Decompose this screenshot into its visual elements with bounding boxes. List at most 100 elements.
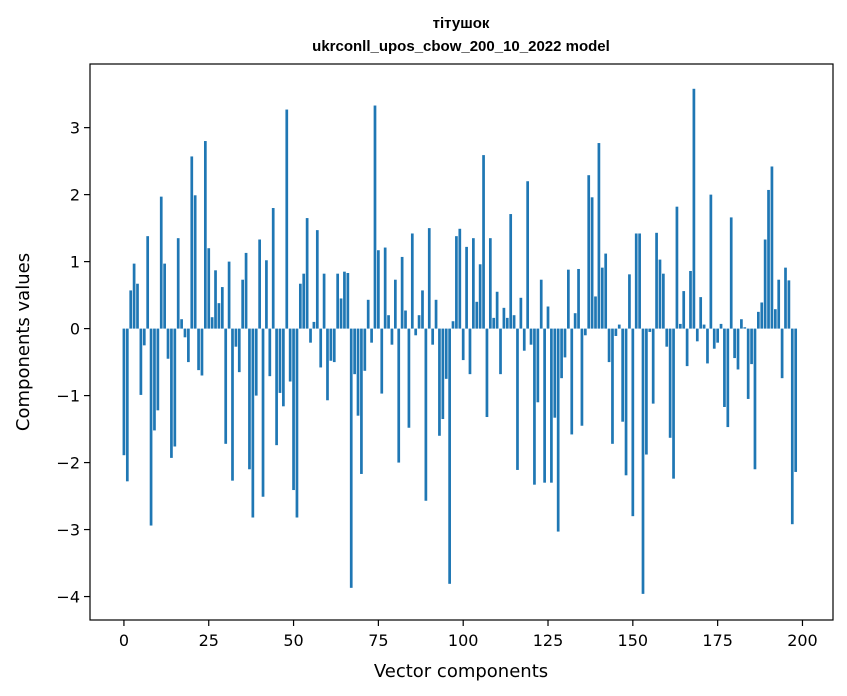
x-tick-label: 150 (618, 631, 649, 650)
bar-177 (723, 328, 726, 407)
bar-106 (482, 155, 485, 329)
bar-48 (285, 109, 289, 329)
bar-109 (492, 317, 496, 329)
bar-22 (197, 328, 200, 371)
bar-167 (689, 270, 692, 329)
bar-10 (156, 328, 160, 411)
y-tick-label: 1 (70, 253, 80, 272)
bar-140 (597, 143, 601, 329)
y-tick-label: −3 (56, 521, 80, 540)
bar-61 (329, 328, 333, 361)
bar-132 (570, 328, 574, 435)
bar-18 (183, 328, 187, 338)
bar-7 (146, 236, 150, 329)
x-tick-label: 25 (199, 631, 219, 650)
bar-165 (682, 291, 686, 329)
bar-95 (444, 328, 448, 379)
bar-70 (360, 328, 363, 474)
bar-97 (451, 321, 455, 329)
bar-190 (767, 189, 770, 329)
bar-6 (142, 328, 146, 346)
bar-135 (580, 328, 584, 426)
bar-79 (390, 328, 394, 345)
x-tick-label: 50 (283, 631, 303, 650)
chart-title-line-2: ukrconll_upos_cbow_200_10_2022 model (312, 38, 610, 55)
bar-46 (278, 328, 282, 393)
bar-39 (254, 328, 258, 396)
bar-192 (773, 309, 777, 329)
bar-34 (237, 328, 241, 373)
bar-66 (346, 273, 350, 329)
x-axis-ticks: 0 25 50 75 100 125 150 175 200 (119, 620, 818, 650)
bar-134 (577, 268, 580, 329)
bar-187 (757, 311, 760, 329)
bar-72 (366, 299, 370, 329)
bar-191 (770, 166, 774, 329)
bar-152 (638, 233, 641, 329)
bar-98 (455, 236, 458, 329)
bar-65 (343, 271, 346, 329)
bar-94 (441, 328, 445, 420)
bar-113 (505, 317, 509, 329)
bar-24 (203, 141, 207, 329)
bar-139 (594, 296, 597, 329)
bar-170 (699, 297, 703, 329)
bar-182 (740, 319, 743, 329)
bar-20 (190, 156, 194, 329)
bar-156 (651, 328, 655, 404)
bar-143 (607, 328, 611, 363)
bar-112 (502, 307, 506, 329)
bar-88 (421, 290, 424, 329)
bar-149 (628, 274, 631, 329)
bar-147 (621, 328, 625, 422)
bar-93 (438, 328, 441, 436)
bar-91 (431, 328, 435, 345)
bar-52 (298, 283, 302, 329)
bar-108 (488, 238, 492, 329)
bar-136 (583, 328, 587, 336)
bar-100 (461, 328, 465, 361)
bar-4 (136, 283, 139, 329)
bar-47 (282, 328, 285, 407)
bar-126 (550, 328, 553, 483)
bar-9 (153, 328, 156, 431)
bar-102 (468, 328, 472, 375)
bar-161 (668, 328, 672, 438)
bar-117 (519, 297, 523, 329)
bar-13 (166, 328, 170, 359)
bar-151 (634, 233, 638, 329)
bar-14 (170, 328, 173, 458)
bars-group (122, 88, 798, 594)
bar-146 (617, 324, 621, 329)
bar-148 (624, 328, 628, 476)
bar-43 (268, 328, 272, 377)
bar-59 (322, 273, 326, 329)
bar-21 (193, 195, 197, 329)
bar-85 (410, 233, 414, 329)
bar-131 (567, 269, 570, 329)
bar-63 (336, 273, 340, 329)
bar-157 (655, 232, 658, 329)
bar-196 (787, 280, 791, 329)
bar-115 (512, 315, 516, 329)
bar-31 (227, 261, 231, 329)
bar-125 (546, 306, 550, 329)
bar-8 (149, 328, 153, 526)
bar-33 (234, 328, 238, 347)
bar-198 (794, 328, 798, 472)
bar-120 (529, 328, 533, 345)
bar-28 (217, 303, 221, 329)
chart-title: тітушок ukrconll_upos_cbow_200_10_2022 m… (312, 15, 610, 55)
bar-32 (231, 328, 234, 481)
bar-163 (675, 206, 679, 329)
bar-57 (315, 230, 319, 329)
bar-127 (553, 328, 557, 418)
bar-189 (763, 239, 767, 329)
bar-137 (587, 175, 591, 329)
bar-103 (472, 238, 475, 329)
bar-150 (631, 328, 635, 517)
bar-186 (753, 328, 757, 470)
bar-145 (614, 328, 618, 336)
bar-16 (176, 238, 180, 329)
y-axis-ticks: −4 −3 −2 −1 0 1 2 3 (56, 119, 90, 607)
